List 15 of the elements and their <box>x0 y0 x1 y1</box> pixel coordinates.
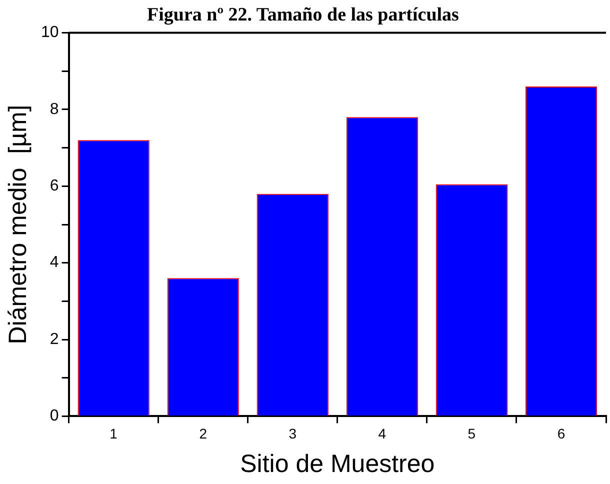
x-tick-label: 3 <box>288 425 297 442</box>
chart-title: Figura nº 22. Tamaño de las partículas <box>147 4 459 26</box>
x-axis-title: Sitio de Muestreo <box>240 450 435 478</box>
y-tick-label: 10 <box>41 24 59 42</box>
y-tick-label: 6 <box>50 178 59 195</box>
y-tick-label: 0 <box>50 408 59 425</box>
y-tick-label: 2 <box>50 330 59 348</box>
x-tick-label: 2 <box>199 425 208 442</box>
x-tick-label: 1 <box>110 425 118 442</box>
x-tick-label: 5 <box>468 425 476 442</box>
y-tick-label: 8 <box>50 100 59 118</box>
x-tick-label: 6 <box>557 425 566 442</box>
y-tick-label: 4 <box>50 254 59 272</box>
x-tick-label: 4 <box>378 425 386 442</box>
y-axis-title: Diámetro medio [µm] <box>4 104 32 344</box>
